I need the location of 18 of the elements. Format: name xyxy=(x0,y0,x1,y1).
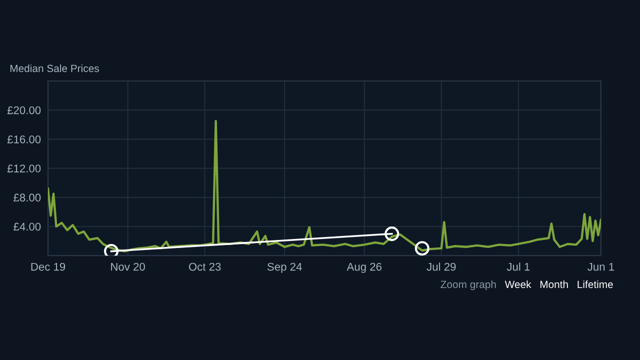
text: Month xyxy=(540,280,568,288)
y-tick-label: £8.00 xyxy=(14,194,41,202)
y-tick-label: £4.00 xyxy=(14,222,41,231)
x-tick-label: Nov 20 xyxy=(111,262,145,271)
y-tick-label: £16.00 xyxy=(7,135,41,144)
text: Zoom graph xyxy=(440,280,496,290)
text: Lifetime xyxy=(578,280,613,288)
text: Week xyxy=(504,280,532,288)
x-tick-label: Jul 29 xyxy=(426,262,456,271)
chart-title: Median Sale Prices xyxy=(10,64,99,72)
x-tick-label: Sep 24 xyxy=(267,262,302,273)
x-tick-label: Aug 26 xyxy=(346,262,382,273)
y-tick-label: £20.00 xyxy=(7,106,41,114)
x-tick-label: Jun 1 xyxy=(588,262,614,271)
x-tick-label: Dec 19 xyxy=(31,262,66,271)
x-tick-label: Jul 1 xyxy=(506,262,530,271)
x-tick-label: Oct 23 xyxy=(188,262,221,271)
y-tick-label: £12.00 xyxy=(7,164,41,172)
